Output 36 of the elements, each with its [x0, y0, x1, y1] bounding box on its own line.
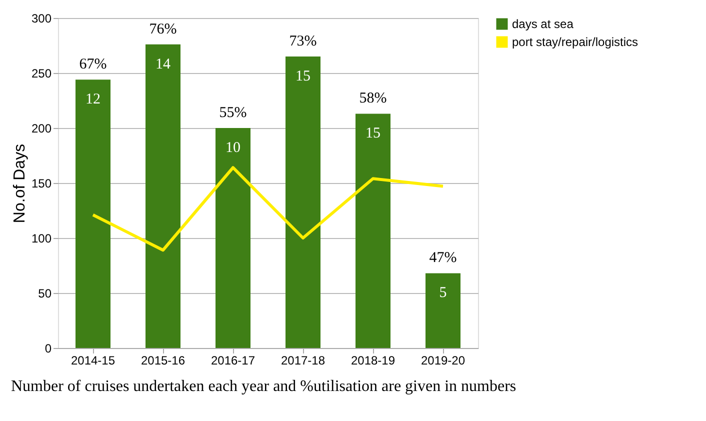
annotation: 12	[86, 92, 100, 108]
y-axis-title: No.of Days	[11, 144, 28, 224]
y-tick-label: 150	[31, 176, 52, 190]
annotation: 15	[366, 126, 380, 142]
y-tick-label: 100	[31, 232, 52, 246]
text: Number of cruises undertaken each year and %utilisation are given in numbers	[10, 378, 516, 395]
x-tick-label: 2018-19	[350, 354, 396, 368]
x-tick-label: 2017-18	[280, 354, 326, 368]
x-tick-label: 2016-17	[210, 354, 256, 368]
x-tick-label: 2019-20	[420, 354, 466, 368]
x-tick-label: 2015-16	[140, 354, 186, 368]
x-tick-label: 2014-15	[70, 354, 116, 368]
annotation: 58%	[359, 90, 387, 107]
bar	[426, 273, 460, 348]
annotation: 10	[226, 140, 240, 156]
bar	[76, 80, 110, 348]
annotation: 67%	[79, 56, 107, 73]
y-tick-label: 300	[31, 12, 52, 26]
y-tick-label: 50	[38, 286, 52, 300]
legend-label: port stay/repair/logistics	[512, 35, 638, 49]
line-series	[92, 166, 444, 252]
annotation: 76%	[149, 21, 177, 38]
y-tick-label: 200	[31, 122, 52, 136]
bar	[356, 114, 390, 348]
annotation: 73%	[289, 34, 317, 50]
bar	[146, 44, 180, 348]
annotation: 14	[156, 56, 171, 72]
annotation: 15	[296, 68, 310, 84]
bar	[286, 56, 320, 348]
annotation: 5	[439, 285, 447, 302]
y-tick-label: 0	[44, 342, 52, 356]
bar	[216, 128, 250, 348]
legend-label: days at sea	[512, 17, 574, 31]
annotation: 47%	[429, 250, 457, 266]
annotation: 55%	[219, 105, 247, 121]
y-tick-label: 250	[31, 66, 52, 80]
